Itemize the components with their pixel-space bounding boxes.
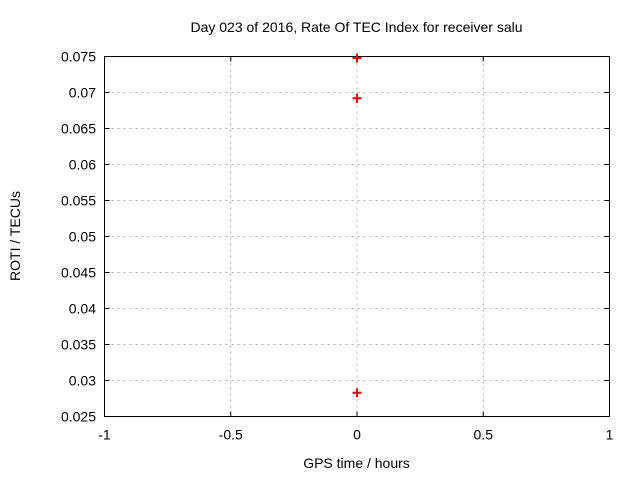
y-tick-label: 0.075	[61, 48, 96, 64]
y-tick-label: 0.06	[69, 156, 96, 172]
y-tick-label: 0.035	[61, 336, 96, 352]
y-tick-label: 0.03	[69, 372, 96, 388]
data-point	[352, 53, 362, 63]
x-axis-title: GPS time / hours	[303, 455, 410, 471]
y-tick-label: 0.05	[69, 228, 96, 244]
data-point	[352, 93, 362, 103]
plot-border	[104, 56, 610, 417]
y-tick-label: 0.055	[61, 192, 96, 208]
y-tick-label: 0.07	[69, 84, 96, 100]
x-tick-label: -1	[98, 427, 111, 443]
x-tick-label: 0	[353, 427, 361, 443]
data-point	[352, 388, 362, 398]
chart-title: Day 023 of 2016, Rate Of TEC Index for r…	[190, 19, 523, 35]
x-tick-label: 1	[606, 427, 614, 443]
y-tick-label: 0.065	[61, 120, 96, 136]
x-tick-label: 0.5	[474, 427, 494, 443]
y-tick-label: 0.045	[61, 264, 96, 280]
x-tick-label: -0.5	[219, 427, 243, 443]
y-tick-label: 0.04	[69, 300, 96, 316]
y-tick-label: 0.025	[61, 408, 96, 424]
